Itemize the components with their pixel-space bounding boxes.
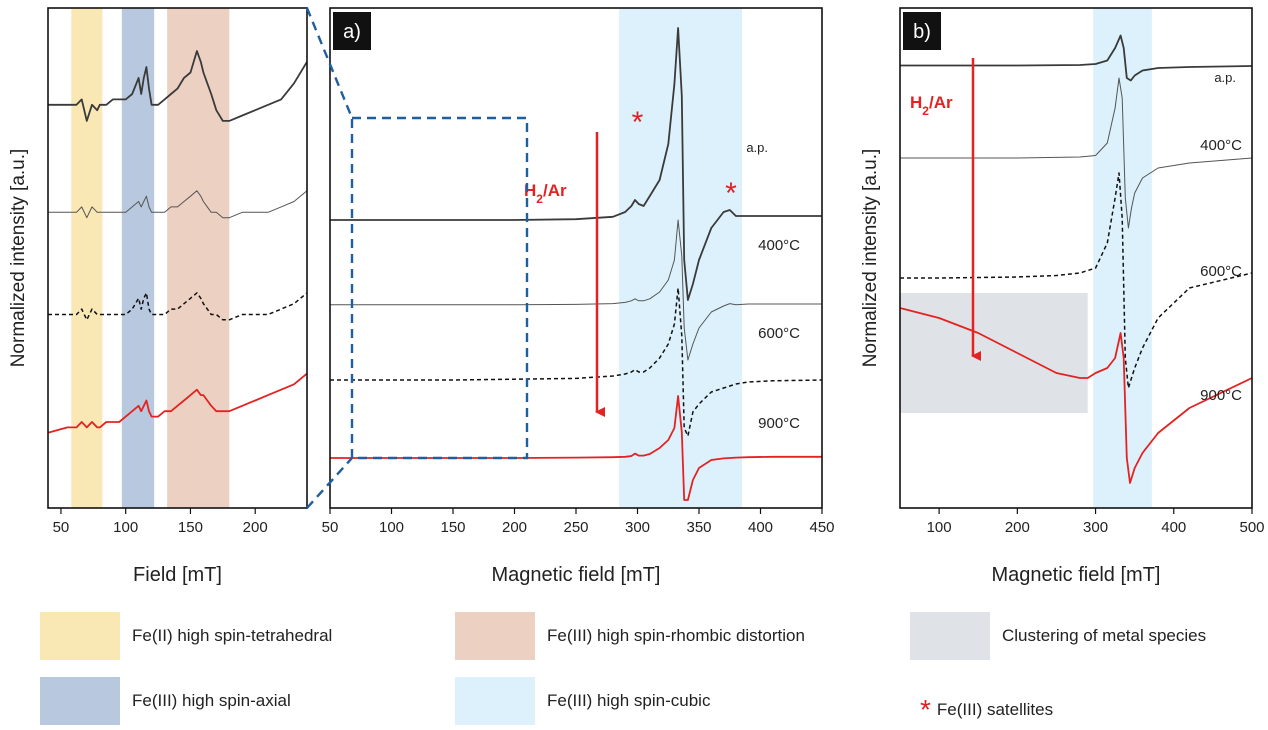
series-label: 900°C xyxy=(758,415,800,432)
series-label: a.p. xyxy=(1214,70,1236,85)
panel-tag: a) xyxy=(343,21,361,43)
series-line-900c xyxy=(330,395,822,501)
plot-frame xyxy=(47,7,308,509)
legend-item-satellites: * Fe(III) satellites xyxy=(920,690,1053,730)
series-label: 900°C xyxy=(1200,387,1242,404)
x-tick-label: 200 xyxy=(243,519,268,536)
x-tick-label: 250 xyxy=(563,519,588,536)
series-line-400c xyxy=(48,190,308,219)
legend-label: Fe(II) high spin-tetrahedral xyxy=(132,626,333,645)
x-tick-label: 100 xyxy=(379,519,404,536)
x-tick-label: 150 xyxy=(440,519,465,536)
reduction-label: H2/Ar xyxy=(910,93,953,118)
legend-item-fe3-axial: Fe(III) high spin-axial xyxy=(40,677,291,725)
x-tick-label: 200 xyxy=(1005,519,1030,536)
series-label: 600°C xyxy=(758,325,800,342)
x-axis-label: Magnetic field [mT] xyxy=(992,564,1161,586)
satellite-star-icon: * xyxy=(725,177,737,210)
legend-swatch xyxy=(455,677,535,725)
legend-item-fe3-rhombic: Fe(III) high spin-rhombic distortion xyxy=(455,612,805,660)
series-line-400c xyxy=(330,219,822,361)
legend-label: Fe(III) high spin-axial xyxy=(132,691,291,710)
legend-item-clustering: Clustering of metal species xyxy=(910,612,1206,660)
legend-label: Fe(III) high spin-rhombic distortion xyxy=(547,626,805,645)
series-line-900c xyxy=(47,372,308,434)
x-tick-label: 350 xyxy=(686,519,711,536)
shaded-band xyxy=(71,8,103,508)
series-label: 600°C xyxy=(1200,263,1242,280)
series-line-600c xyxy=(330,287,823,437)
legend-swatch xyxy=(910,612,990,660)
x-axis-label: Field [mT] xyxy=(133,564,222,586)
legend-label: Fe(III) high spin-cubic xyxy=(547,691,711,710)
series-line-ap xyxy=(330,27,822,301)
legend-item-fe2-tetrahedral: Fe(II) high spin-tetrahedral xyxy=(40,612,332,660)
chart-panel-a: a.p. 400°C 600°C 900°C 50 100 150 200 250 300 350 4… xyxy=(322,7,835,586)
x-tick-label: 400 xyxy=(748,519,773,536)
plot-frame xyxy=(329,7,823,509)
reduction-label: H2/Ar xyxy=(524,181,567,206)
series-line-ap xyxy=(900,34,1253,82)
shaded-band xyxy=(121,8,155,508)
y-axis-label: Normalized intensity [a.u.] xyxy=(8,149,29,368)
shaded-band xyxy=(900,293,1088,413)
series-label: 400°C xyxy=(758,237,800,254)
chart-panel-b: a.p. 400°C 600°C 900°C 100 200 300 400 500 Magnet… xyxy=(860,7,1265,586)
legend-item-fe3-cubic: Fe(III) high spin-cubic xyxy=(455,677,710,725)
x-tick-label: 150 xyxy=(178,519,203,536)
series-line-400c xyxy=(900,77,1253,229)
legend-swatch xyxy=(40,677,120,725)
x-tick-label: 100 xyxy=(113,519,138,536)
series-line-600c xyxy=(900,172,1253,389)
series-line-900c xyxy=(899,307,1253,484)
x-axis-label: Magnetic field [mT] xyxy=(492,564,661,586)
series-line-ap xyxy=(48,50,308,122)
x-tick-label: 300 xyxy=(625,519,650,536)
x-tick-label: 50 xyxy=(53,519,70,536)
zoom-connector xyxy=(306,457,353,509)
panel-tag-box xyxy=(333,12,371,50)
panel-tag: b) xyxy=(913,21,931,43)
panel-tag-box xyxy=(903,12,941,50)
satellite-star-icon: * xyxy=(632,106,644,139)
x-tick-label: 400 xyxy=(1161,519,1186,536)
shaded-band xyxy=(167,8,230,508)
zoom-region-box xyxy=(350,116,529,460)
x-tick-label: 50 xyxy=(322,519,339,536)
x-tick-label: 500 xyxy=(1239,519,1264,536)
series-label: a.p. xyxy=(746,140,768,155)
chart-panel-zoom: 50 100 150 200 Field [mT] Normalized intensit… xyxy=(8,7,308,586)
legend-label: Clustering of metal species xyxy=(1002,626,1207,645)
series-label: 400°C xyxy=(1200,137,1242,154)
legend-label: Fe(III) satellites xyxy=(936,700,1054,719)
x-tick-label: 300 xyxy=(1083,519,1108,536)
legend-swatch xyxy=(40,612,120,660)
legend-swatch xyxy=(455,612,535,660)
x-tick-label: 100 xyxy=(927,519,952,536)
x-tick-label: 200 xyxy=(502,519,527,536)
x-tick-label: 450 xyxy=(809,519,834,536)
zoom-connector xyxy=(305,7,354,119)
y-axis-label: Normalized intensity [a.u.] xyxy=(860,149,881,368)
plot-frame xyxy=(899,7,1253,509)
star-icon: * xyxy=(920,694,931,725)
